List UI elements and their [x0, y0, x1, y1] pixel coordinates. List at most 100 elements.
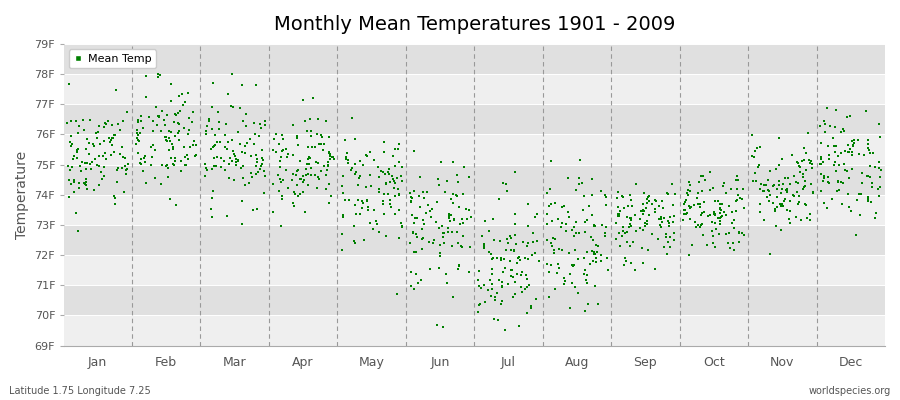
Point [770, 194, 784, 201]
Point [698, 177, 713, 184]
Point [72, 180, 86, 186]
Point [177, 125, 192, 131]
Point [694, 222, 708, 228]
Point [544, 262, 558, 268]
Point [832, 187, 846, 194]
Point [404, 283, 419, 290]
Point [654, 198, 669, 204]
Point [684, 204, 698, 210]
Point [510, 260, 525, 266]
Point [310, 184, 324, 191]
Point [150, 122, 165, 128]
Point [772, 178, 787, 184]
Point [153, 181, 167, 187]
Point [598, 194, 613, 200]
Point [796, 186, 810, 192]
Point [433, 253, 447, 259]
Point [713, 205, 727, 211]
Point [404, 268, 419, 275]
Point [317, 163, 331, 169]
Point [336, 214, 350, 220]
Point [778, 187, 793, 194]
Point [96, 124, 111, 130]
Point [757, 182, 771, 188]
Point [174, 168, 188, 174]
Point [516, 238, 530, 245]
Point [363, 220, 377, 226]
Point [353, 173, 367, 179]
Point [183, 144, 197, 150]
Point [693, 224, 707, 230]
Point [578, 219, 592, 225]
Point [569, 230, 583, 236]
Point [444, 196, 458, 202]
Point [696, 232, 710, 238]
Point [162, 138, 176, 144]
Text: worldspecies.org: worldspecies.org [809, 386, 891, 396]
Point [694, 173, 708, 179]
Point [273, 158, 287, 164]
Point [508, 278, 522, 285]
Point [386, 153, 400, 159]
Point [724, 186, 738, 192]
Point [690, 190, 705, 196]
Point [583, 261, 598, 268]
Point [702, 169, 716, 176]
Point [715, 201, 729, 208]
Point [138, 159, 152, 165]
Point [580, 248, 594, 255]
Point [685, 242, 699, 248]
Point [712, 231, 726, 237]
Point [206, 144, 220, 150]
Point [273, 176, 287, 182]
Point [309, 159, 323, 166]
Point [866, 150, 880, 156]
Point [452, 263, 466, 269]
Point [700, 213, 715, 219]
Point [340, 156, 355, 163]
Point [544, 158, 558, 164]
Point [859, 108, 873, 114]
Point [408, 215, 422, 222]
Point [502, 233, 517, 239]
Point [652, 202, 667, 209]
Point [520, 276, 535, 283]
Point [238, 143, 252, 149]
Point [485, 255, 500, 262]
Point [287, 191, 302, 197]
Point [247, 120, 261, 126]
Point [695, 209, 709, 216]
Point [719, 190, 733, 196]
Point [652, 216, 666, 222]
Point [393, 220, 408, 226]
Point [155, 108, 169, 115]
Point [804, 180, 818, 187]
Point [404, 197, 419, 204]
Point [68, 118, 83, 125]
Point [838, 166, 852, 173]
Point [235, 118, 249, 124]
Point [774, 201, 788, 207]
Point [410, 215, 424, 221]
Point [99, 121, 113, 127]
Point [527, 214, 542, 220]
Point [774, 186, 788, 193]
Point [787, 193, 801, 200]
Point [487, 316, 501, 322]
Point [243, 136, 257, 142]
Point [745, 178, 760, 184]
Point [472, 267, 487, 274]
Point [766, 200, 780, 206]
Point [860, 194, 875, 201]
Point [791, 198, 806, 205]
Point [421, 202, 436, 208]
Point [827, 143, 842, 149]
Point [508, 291, 522, 298]
Point [791, 163, 806, 169]
Point [234, 164, 248, 171]
Point [78, 146, 93, 152]
Point [159, 134, 174, 140]
Point [782, 216, 796, 222]
Point [486, 216, 500, 222]
Point [319, 118, 333, 124]
